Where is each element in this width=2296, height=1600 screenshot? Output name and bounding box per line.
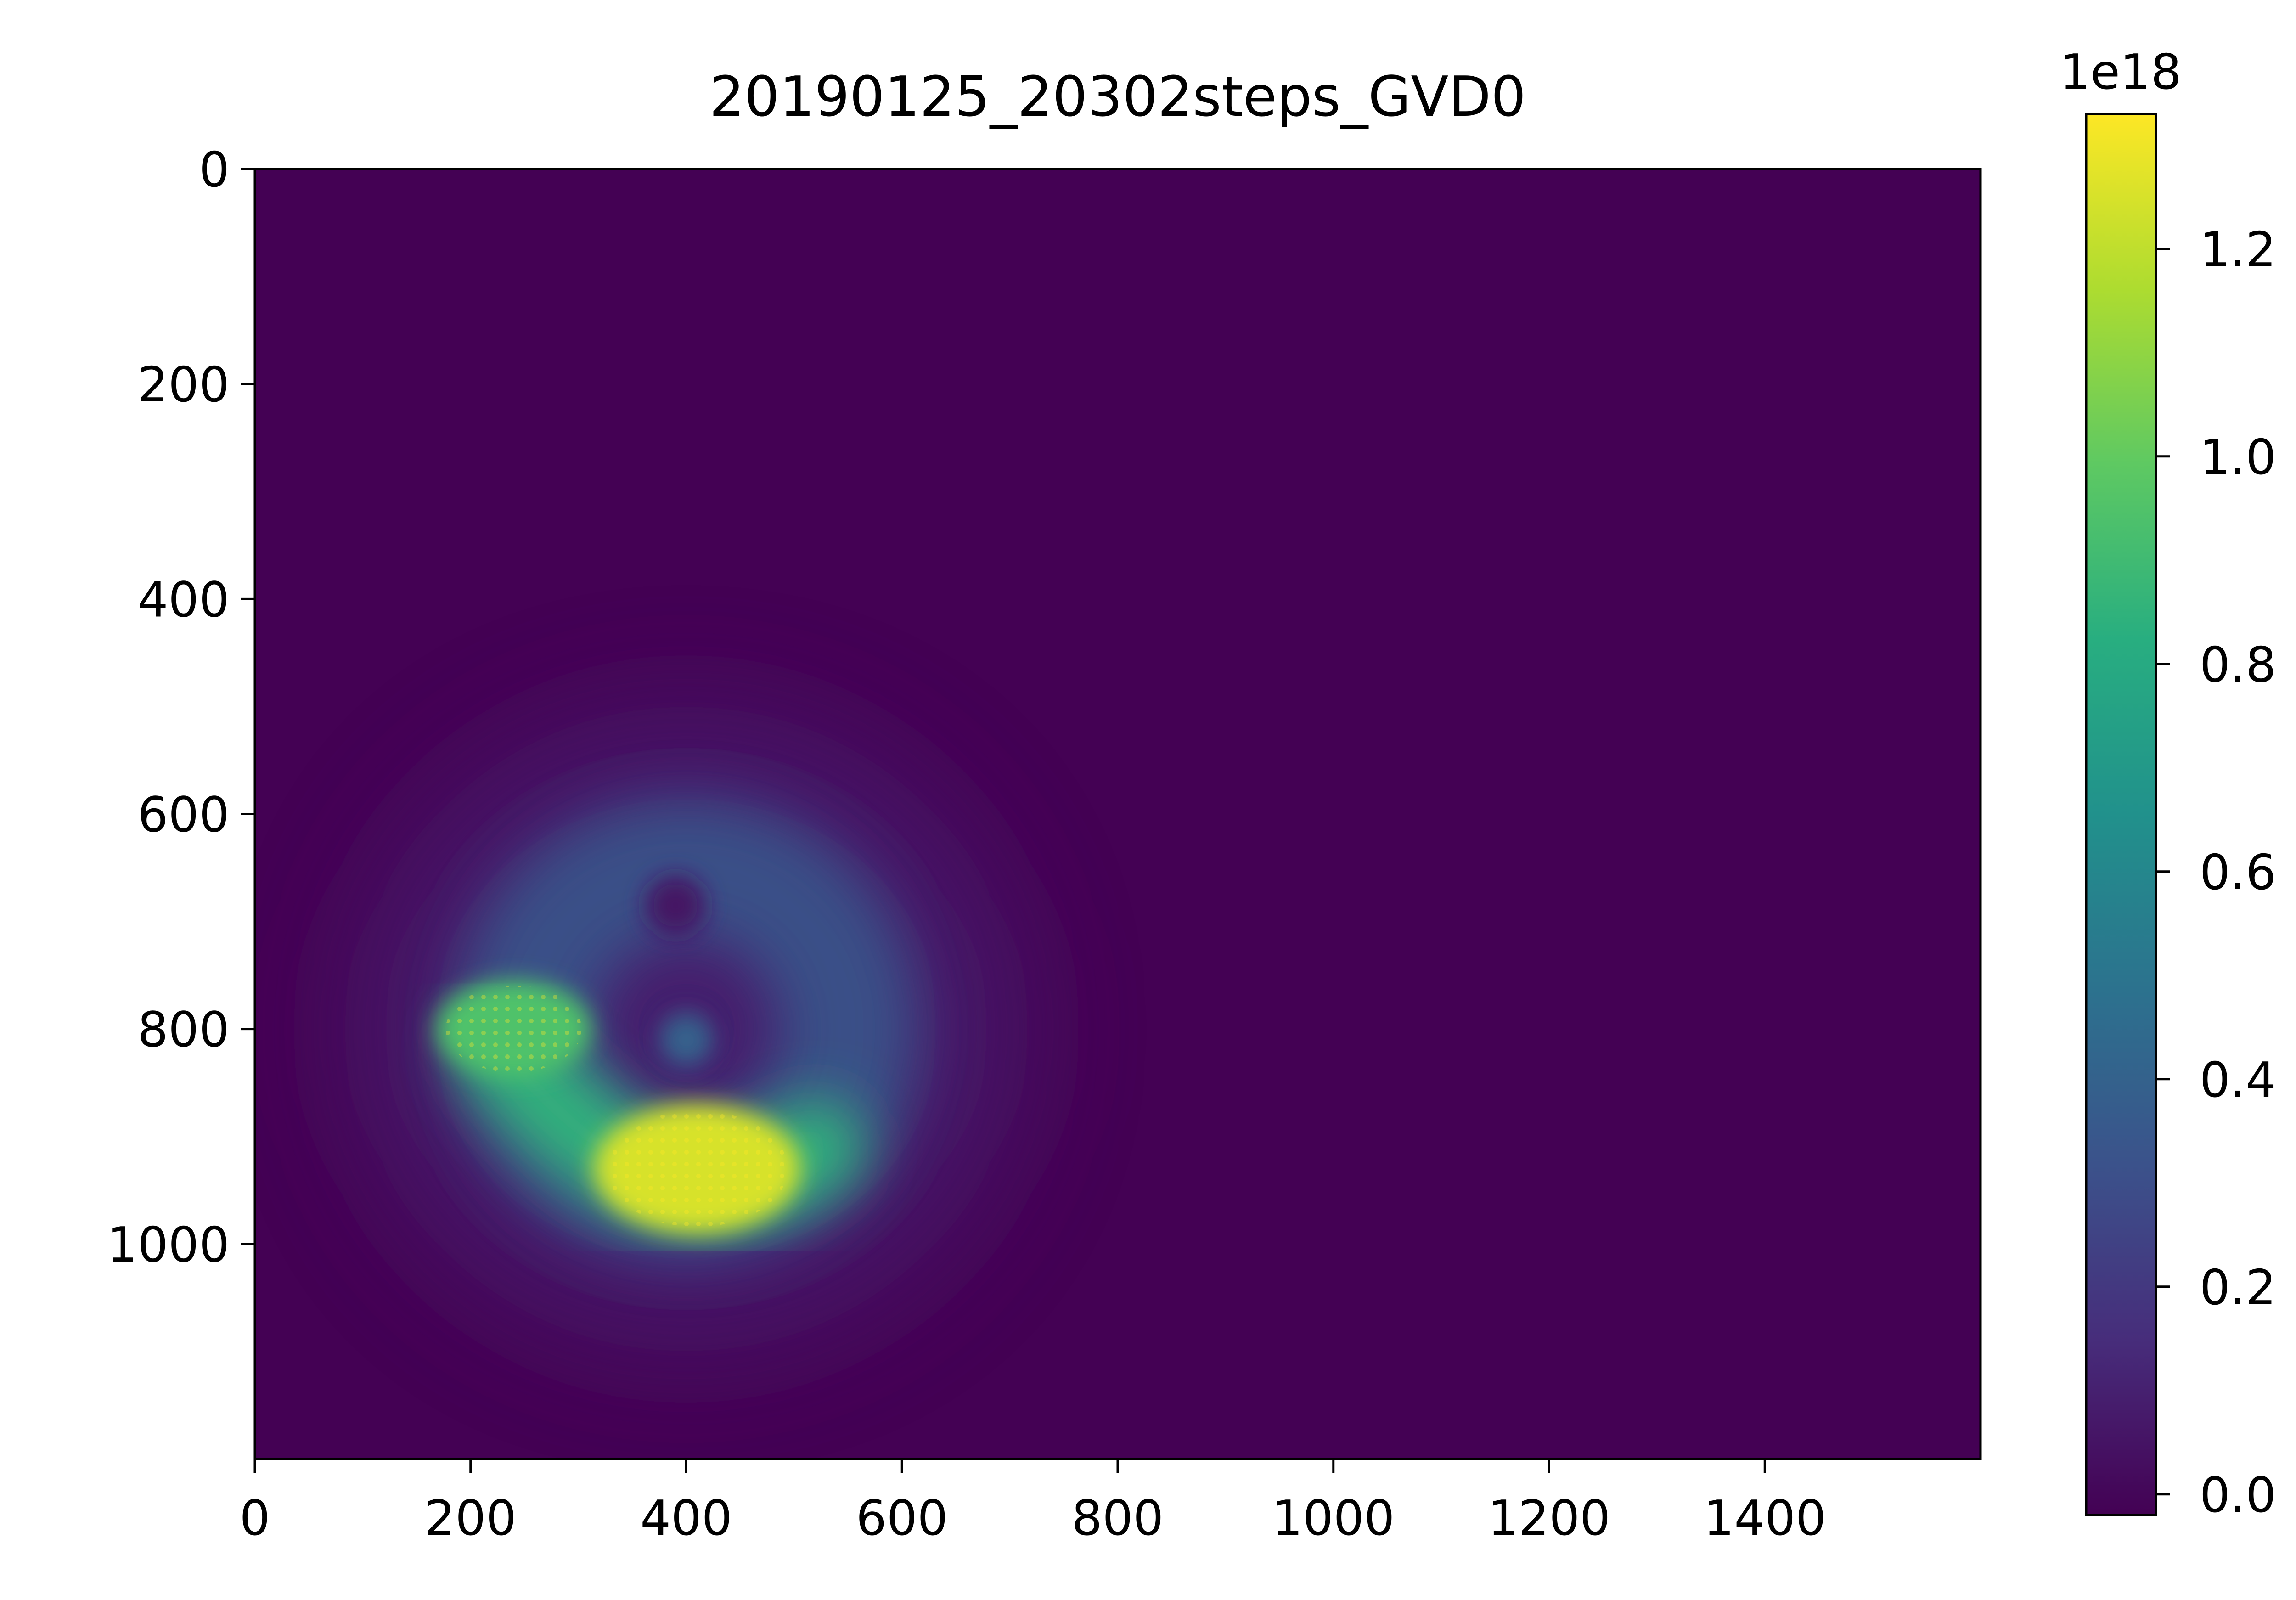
x-tick-label: 1200 bbox=[1488, 1490, 1610, 1546]
y-tick-label: 0 bbox=[199, 142, 230, 198]
colorbar-tick-label: 0.6 bbox=[2200, 845, 2276, 901]
colorbar-axis: 0.0 0.2 0.4 0.6 0.8 1.0 1.2 bbox=[2156, 222, 2276, 1523]
feature-fringes bbox=[606, 1110, 788, 1227]
colorbar-tick-label: 1.0 bbox=[2200, 429, 2276, 485]
y-tick-label: 400 bbox=[138, 572, 230, 628]
x-tick-label: 400 bbox=[640, 1490, 732, 1546]
heatmap-image bbox=[362, 722, 1010, 1335]
y-tick-label: 200 bbox=[138, 357, 230, 413]
y-tick-label: 800 bbox=[138, 1002, 230, 1058]
y-tick-label: 1000 bbox=[107, 1217, 230, 1273]
colorbar-multiplier: 1e18 bbox=[2060, 44, 2181, 100]
x-tick-label: 1400 bbox=[1704, 1490, 1826, 1546]
colorbar-tick-label: 0.0 bbox=[2200, 1467, 2276, 1523]
y-axis: 0 200 400 600 800 1000 bbox=[107, 142, 255, 1273]
feature-fringes bbox=[445, 985, 582, 1073]
feature-dark-hole bbox=[645, 875, 706, 936]
colorbar-tick-label: 0.4 bbox=[2200, 1052, 2276, 1108]
x-tick-label: 600 bbox=[856, 1490, 948, 1546]
x-tick-label: 0 bbox=[240, 1490, 270, 1546]
colorbar bbox=[2085, 113, 2157, 1516]
x-tick-label: 800 bbox=[1072, 1490, 1164, 1546]
colorbar-tick-label: 0.2 bbox=[2200, 1260, 2276, 1316]
x-axis: 0 200 400 600 800 1000 1200 1400 bbox=[240, 1459, 1826, 1546]
colorbar-tick-label: 0.8 bbox=[2200, 637, 2276, 693]
x-tick-label: 1000 bbox=[1272, 1490, 1395, 1546]
x-tick-label: 200 bbox=[425, 1490, 517, 1546]
y-tick-label: 600 bbox=[138, 787, 230, 843]
chart-title: 20190125_20302steps_GVD0 bbox=[709, 65, 1526, 129]
feature-central-spot bbox=[659, 1013, 714, 1067]
colorbar-tick-label: 1.2 bbox=[2200, 222, 2276, 278]
